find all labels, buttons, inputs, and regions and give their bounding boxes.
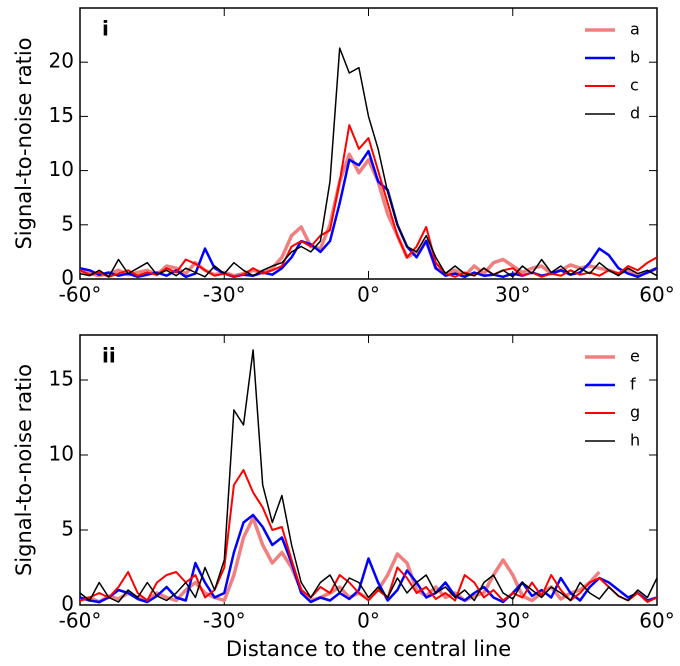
y-tick-label: 20 bbox=[49, 49, 74, 73]
x-tick-label: -60° bbox=[59, 609, 102, 633]
x-tick-label: 30° bbox=[495, 609, 530, 633]
x-tick-label: 60° bbox=[639, 283, 674, 307]
y-tick-label: 15 bbox=[49, 103, 74, 127]
series-line bbox=[80, 124, 657, 278]
x-tick-label: 60° bbox=[639, 609, 674, 633]
x-tick-label: 0° bbox=[357, 283, 380, 307]
plot-frame bbox=[79, 7, 658, 280]
legend-label: g bbox=[630, 403, 640, 422]
panel-label: ii bbox=[102, 344, 116, 368]
legend-label: c bbox=[630, 76, 639, 95]
y-axis-label: Signal-to-noise ratio bbox=[12, 364, 36, 576]
series-line bbox=[80, 47, 657, 278]
series-line bbox=[80, 469, 657, 603]
legend-label: f bbox=[630, 375, 636, 394]
x-tick-label: 0° bbox=[357, 609, 380, 633]
legend-label: b bbox=[630, 48, 640, 67]
series-line bbox=[80, 349, 657, 603]
y-tick-label: 15 bbox=[49, 367, 74, 391]
legend-label: h bbox=[630, 431, 640, 450]
plot-frame bbox=[79, 334, 658, 606]
legend-label: e bbox=[630, 347, 640, 366]
y-tick-label: 5 bbox=[61, 517, 74, 541]
y-tick-label: 10 bbox=[49, 157, 74, 181]
series-line bbox=[80, 149, 657, 279]
series-line bbox=[80, 516, 601, 604]
y-tick-label: 5 bbox=[61, 211, 74, 235]
panel-label: i bbox=[102, 17, 109, 41]
y-tick-label: 0 bbox=[61, 266, 74, 290]
x-tick-label: -30° bbox=[203, 609, 246, 633]
x-tick-label: -30° bbox=[203, 283, 246, 307]
y-axis-label: Signal-to-noise ratio bbox=[12, 37, 36, 249]
x-tick-label: -60° bbox=[59, 283, 102, 307]
series-line bbox=[80, 152, 657, 278]
y-tick-label: 0 bbox=[61, 592, 74, 616]
y-tick-label: 10 bbox=[49, 442, 74, 466]
legend-label: a bbox=[630, 20, 640, 39]
x-axis-label: Distance to the central line bbox=[226, 637, 511, 661]
legend-label: d bbox=[630, 104, 640, 123]
series-line bbox=[80, 513, 657, 604]
x-tick-label: 30° bbox=[495, 283, 530, 307]
